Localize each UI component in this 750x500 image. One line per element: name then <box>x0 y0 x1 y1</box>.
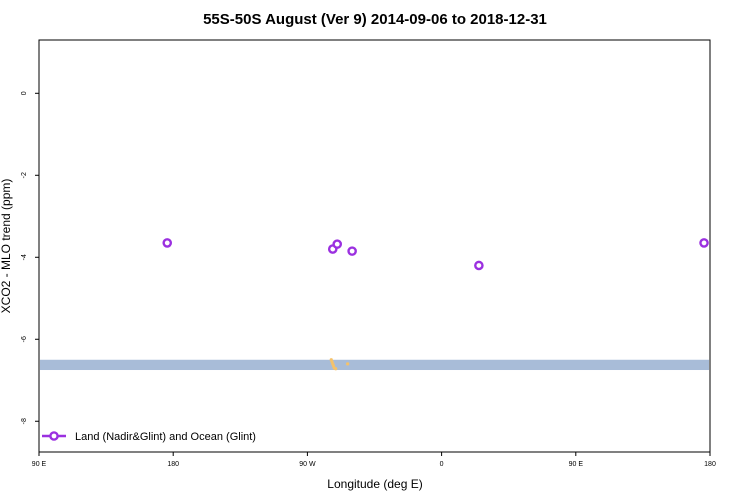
chart-title: 55S-50S August (Ver 9) 2014-09-06 to 201… <box>203 11 547 28</box>
x-tick-label: 90 W <box>299 461 316 468</box>
y-tick-label: 0 <box>21 91 28 95</box>
land-marks-layer <box>329 358 350 371</box>
data-point <box>332 239 343 249</box>
x-tick-label: 180 <box>167 461 179 468</box>
data-point <box>699 238 709 248</box>
plot-frame <box>38 39 711 453</box>
y-tick-label: -4 <box>21 254 28 260</box>
data-point <box>474 260 484 271</box>
legend-label: Land (Nadir&Glint) and Ocean (Glint) <box>75 431 256 443</box>
x-tick-label: 90 E <box>32 461 47 468</box>
y-axis-ticks: 0 -2 -4 -6 -8 <box>21 91 39 424</box>
data-points-layer <box>162 238 709 271</box>
x-tick-label: 180 <box>704 461 716 468</box>
reference-band-layer <box>40 359 709 371</box>
reference-band <box>40 359 709 371</box>
y-tick-label: -6 <box>21 336 28 342</box>
x-tick-label: 90 E <box>569 461 584 468</box>
y-tick-label: -2 <box>21 172 28 178</box>
land-mark <box>346 362 350 366</box>
land-mark <box>334 367 338 371</box>
legend: Land (Nadir&Glint) and Ocean (Glint) <box>42 431 256 443</box>
x-axis-label: Longitude (deg E) <box>327 477 422 491</box>
legend-marker-swatch <box>49 431 59 441</box>
x-axis-ticks: 90 E 180 90 W 0 90 E 180 <box>32 452 716 468</box>
y-tick-label: -8 <box>21 418 28 424</box>
data-point <box>347 246 357 256</box>
y-axis-label: XCO2 - MLO trend (ppm) <box>0 179 13 314</box>
data-point <box>162 238 173 248</box>
x-tick-label: 0 <box>440 461 444 468</box>
